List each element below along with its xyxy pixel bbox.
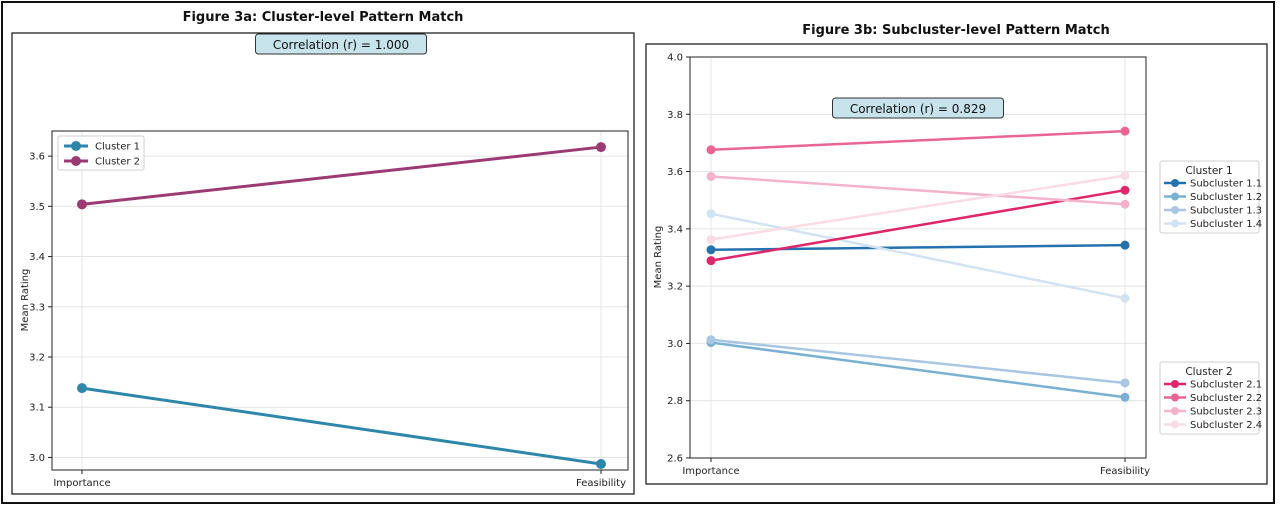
chart-3b-legend-cluster-1: Cluster 1 Subcluster 1.1 Subcluster 1.2 Sub… (1159, 160, 1262, 234)
chart-3b-series-subcluster-1-3-point-feasibility (1120, 378, 1130, 388)
chart-3a-tick-label-feasibility: Feasibility (576, 478, 626, 489)
chart-3b-tick-label-y: 2.6 (667, 454, 683, 465)
chart-3a-tick-label-y: 3.1 (29, 403, 45, 414)
chart-3b-legend-subcluster-1-1-label: Subcluster 1.1 (1190, 179, 1262, 190)
chart-3a-correlation-box (255, 33, 427, 55)
chart-3a-legend-cluster-2-marker (71, 156, 81, 166)
chart-3b-legend-cluster-2-box (1159, 361, 1260, 435)
chart-3b-legend-cluster-1-box (1159, 160, 1260, 234)
chart-3a-tick-label-y: 3.0 (29, 453, 45, 464)
chart-3a-plot-area (51, 130, 629, 471)
chart-3b-legend-subcluster-1-4-marker (1171, 219, 1179, 228)
chart-3b-correlation-annotation: Correlation (r) = 0.829 (832, 97, 1004, 119)
chart-3b-legend-subcluster-1-3-marker (1171, 206, 1179, 214)
chart-3b: 2.6 2.8 3.0 3.2 3.4 3.6 3.8 4.0 Importance Feasib… (667, 53, 1262, 478)
chart-3b-series-subcluster-2-2-point-feasibility (1120, 126, 1130, 136)
chart-3b-legend-subcluster-2-4-marker (1171, 420, 1179, 429)
chart-3b-series-subcluster-1-1-point-feasibility (1120, 240, 1130, 250)
chart-3a-legend-cluster-2-label: Cluster 2 (95, 157, 140, 168)
chart-3a-series-cluster-2-line (81, 145, 602, 206)
chart-3a-legend: Cluster 1 Cluster 2 (57, 135, 145, 171)
chart-3b-legend-subcluster-2-3-marker (1171, 407, 1179, 415)
chart-3b-ylabel: Mean Rating (653, 226, 664, 289)
chart-3a-series-cluster-1-point-importance (77, 383, 87, 394)
chart-3b-series-subcluster-1-4-point-feasibility (1120, 293, 1130, 303)
chart-3b-series-subcluster-2-4-point-feasibility (1120, 171, 1130, 181)
chart-3b-tick-label-importance: Importance (682, 466, 739, 477)
chart-3a-correlation-annotation: Correlation (r) = 1.000 (255, 33, 427, 55)
chart-3b-series-subcluster-1-3-point-importance (706, 335, 716, 345)
chart-3b-series-subcluster-2-4-point-importance (706, 234, 716, 244)
chart-3a-series-cluster-1-point-feasibility (596, 458, 606, 469)
chart-3b-series-subcluster-2-1-point-importance (706, 256, 716, 266)
chart-3a-title: Figure 3a: Cluster-level Pattern Match (183, 10, 464, 25)
chart-3b-series-subcluster-2-2-line (710, 129, 1126, 152)
chart-3a-legend-cluster-1-label: Cluster 1 (95, 142, 140, 153)
chart-3a-frame (11, 32, 635, 495)
chart-3b-legend-subcluster-2-1-label: Subcluster 2.1 (1190, 380, 1262, 391)
chart-3b-legend-cluster-2-title: Cluster 2 (1185, 366, 1232, 378)
chart-3a-series-cluster-2-point-feasibility (596, 142, 606, 153)
chart-3b-legend-subcluster-2-2-marker (1171, 393, 1179, 402)
chart-3a-series-cluster-1-line (81, 386, 602, 466)
chart-3b-legend-subcluster-2-2-label: Subcluster 2.2 (1190, 393, 1262, 404)
chart-3b-tick-label-y: 4.0 (667, 53, 683, 64)
chart-3a-legend-cluster-1-marker (71, 141, 81, 151)
chart-3b-legend-cluster-1-title: Cluster 1 (1185, 165, 1232, 177)
chart-3b-legend-cluster-2: Cluster 2 Subcluster 2.1 Subcluster 2.2 Sub… (1159, 361, 1262, 435)
chart-3b-correlation-box (832, 97, 1004, 119)
chart-3a-tick-label-y: 3.2 (29, 353, 45, 364)
chart-3a-tick-label-y: 3.3 (29, 302, 45, 313)
chart-3b-series-subcluster-1-2-point-feasibility (1120, 392, 1130, 402)
chart-3b-series-subcluster-2-3-line (710, 175, 1126, 206)
chart-3b-tick-label-y: 3.2 (667, 282, 683, 293)
chart-3b-series-subcluster-1-2-line (710, 341, 1126, 399)
chart-3b-axes-box (689, 56, 1147, 459)
chart-3a-ylabel: Mean Rating (20, 269, 31, 332)
chart-3b-legend-subcluster-1-2-marker (1171, 192, 1179, 201)
chart-3b-legend-subcluster-1-1-marker (1171, 179, 1179, 187)
chart-3b-series-subcluster-1-4-point-importance (706, 209, 716, 219)
chart-3a-correlation-text: Correlation (r) = 1.000 (273, 38, 409, 52)
chart-3a-tick-label-y: 3.4 (29, 252, 45, 263)
chart-3b-series-subcluster-1-1-point-importance (706, 245, 716, 255)
chart-3b-legend-subcluster-1-3-label: Subcluster 1.3 (1190, 206, 1262, 217)
chart-3b-series-subcluster-2-3-point-importance (706, 171, 716, 181)
chart-3a-tick-label-importance: Importance (53, 478, 110, 489)
chart-3b-tick-label-y: 3.6 (667, 167, 683, 178)
chart-3b-series-subcluster-2-1-point-feasibility (1120, 185, 1130, 195)
chart-3a-tick-label-y: 3.6 (29, 152, 45, 163)
chart-3b-series-subcluster-1-3-line (710, 338, 1126, 385)
chart-3b-legend-subcluster-1-2-label: Subcluster 1.2 (1190, 192, 1262, 203)
chart-3b-series-subcluster-2-3-point-feasibility (1120, 199, 1130, 209)
chart-3a: 3.0 3.1 3.2 3.3 3.4 3.5 3.6 Importance Feasibili… (29, 33, 629, 489)
chart-3b-series-subcluster-2-1-line (710, 188, 1126, 262)
chart-3b-series-subcluster-2-2-point-importance (706, 145, 716, 155)
chart-3b-legend-subcluster-2-3-label: Subcluster 2.3 (1190, 407, 1262, 418)
chart-3b-correlation-text: Correlation (r) = 0.829 (850, 102, 986, 116)
chart-3b-tick-label-y: 3.4 (667, 224, 683, 235)
chart-3b-frame (645, 43, 1268, 485)
chart-3b-tick-label-y: 3.8 (667, 110, 683, 121)
chart-3a-series-cluster-2-point-importance (77, 199, 87, 210)
chart-3b-legend-subcluster-2-4-label: Subcluster 2.4 (1190, 420, 1262, 431)
chart-3a-tick-label-y: 3.5 (29, 202, 45, 213)
chart-3b-tick-label-y: 3.0 (667, 339, 683, 350)
chart-3b-title: Figure 3b: Subcluster-level Pattern Matc… (802, 23, 1109, 38)
chart-3b-tick-label-y: 2.8 (667, 396, 683, 407)
chart-3b-legend-subcluster-2-1-marker (1171, 380, 1179, 388)
chart-3b-legend-subcluster-1-4-label: Subcluster 1.4 (1190, 219, 1262, 230)
chart-3b-series-subcluster-2-4-line (710, 174, 1126, 241)
chart-3b-tick-label-feasibility: Feasibility (1100, 466, 1150, 477)
chart-3a-axes-box (51, 130, 629, 471)
